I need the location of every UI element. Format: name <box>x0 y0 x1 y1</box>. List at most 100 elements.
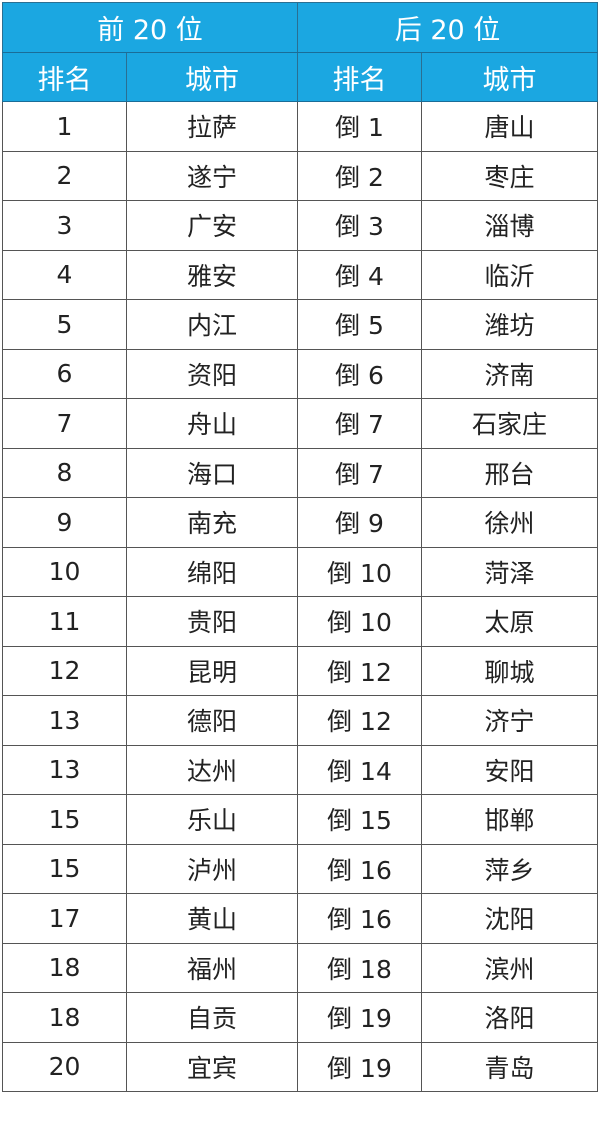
bottom-rank-cell: 倒 5 <box>297 299 422 350</box>
top-city-cell: 南充 <box>126 497 298 548</box>
top-rank-cell: 4 <box>2 249 127 300</box>
bottom-city-cell: 临沂 <box>421 249 598 300</box>
bottom-city-cell: 邢台 <box>421 447 598 498</box>
table-row: 4 雅安倒 4 临沂 <box>2 249 598 300</box>
bottom-city-cell: 邯郸 <box>421 794 598 845</box>
table-row: 1 拉萨倒 1 唐山 <box>2 101 598 152</box>
bottom-city-cell: 枣庄 <box>421 150 598 201</box>
table-row: 6 资阳倒 6 济南 <box>2 348 598 399</box>
top-rank-cell: 10 <box>2 546 127 597</box>
top-city-cell: 舟山 <box>126 398 298 449</box>
top-rank-cell: 1 <box>2 101 127 152</box>
bottom-city-cell: 洛阳 <box>421 992 598 1043</box>
top-city-cell: 黄山 <box>126 893 298 944</box>
bottom-city-cell: 沈阳 <box>421 893 598 944</box>
top-city-cell: 遂宁 <box>126 150 298 201</box>
top-rank-cell: 20 <box>2 1041 127 1092</box>
bottom-rank-cell: 倒 16 <box>297 843 422 894</box>
top-rank-cell: 18 <box>2 942 127 993</box>
top-city-cell: 乐山 <box>126 794 298 845</box>
top-city-cell: 福州 <box>126 942 298 993</box>
bottom-rank-cell: 倒 6 <box>297 348 422 399</box>
bottom-city-cell: 萍乡 <box>421 843 598 894</box>
table-row: 15 泸州倒 16 萍乡 <box>2 843 598 894</box>
top-city-cell: 德阳 <box>126 695 298 746</box>
bottom-city-cell: 安阳 <box>421 744 598 795</box>
table-row: 15 乐山倒 15 邯郸 <box>2 794 598 845</box>
bottom-city-cell: 太原 <box>421 596 598 647</box>
top-city-cell: 达州 <box>126 744 298 795</box>
bottom-city-cell: 唐山 <box>421 101 598 152</box>
table-row: 20 宜宾倒 19 青岛 <box>2 1041 598 1092</box>
bottom-rank-cell: 倒 4 <box>297 249 422 300</box>
table-row: 18 福州倒 18 滨州 <box>2 942 598 993</box>
bottom-city-cell: 菏泽 <box>421 546 598 597</box>
bottom-city-cell: 石家庄 <box>421 398 598 449</box>
top-city-cell: 雅安 <box>126 249 298 300</box>
bottom-city-cell: 济南 <box>421 348 598 399</box>
group-header-row: 前 20 位 后 20 位 <box>2 2 598 53</box>
bottom-rank-header: 排名 <box>297 52 422 102</box>
top-city-cell: 绵阳 <box>126 546 298 597</box>
table-row: 5 内江倒 5 潍坊 <box>2 299 598 350</box>
table-row: 10 绵阳倒 10 菏泽 <box>2 546 598 597</box>
table-row: 13 德阳倒 12 济宁 <box>2 695 598 746</box>
top-city-cell: 广安 <box>126 200 298 251</box>
top-rank-cell: 8 <box>2 447 127 498</box>
top-city-cell: 泸州 <box>126 843 298 894</box>
top-city-cell: 拉萨 <box>126 101 298 152</box>
top-city-cell: 昆明 <box>126 645 298 696</box>
top-rank-cell: 9 <box>2 497 127 548</box>
top-city-header: 城市 <box>126 52 298 102</box>
bottom-city-cell: 济宁 <box>421 695 598 746</box>
table-row: 11 贵阳倒 10 太原 <box>2 596 598 647</box>
top-rank-cell: 13 <box>2 744 127 795</box>
top-city-cell: 海口 <box>126 447 298 498</box>
top-rank-cell: 11 <box>2 596 127 647</box>
table-row: 12 昆明倒 12 聊城 <box>2 645 598 696</box>
top-rank-cell: 12 <box>2 645 127 696</box>
bottom-city-cell: 淄博 <box>421 200 598 251</box>
bottom-rank-cell: 倒 14 <box>297 744 422 795</box>
table-row: 3 广安倒 3 淄博 <box>2 200 598 251</box>
top-rank-cell: 6 <box>2 348 127 399</box>
table-row: 2 遂宁倒 2 枣庄 <box>2 150 598 201</box>
bottom-city-cell: 徐州 <box>421 497 598 548</box>
column-header-row: 排名 城市 排名 城市 <box>2 52 598 102</box>
top-rank-cell: 3 <box>2 200 127 251</box>
bottom-rank-cell: 倒 3 <box>297 200 422 251</box>
bottom-city-header: 城市 <box>421 52 598 102</box>
bottom-rank-cell: 倒 2 <box>297 150 422 201</box>
bottom-rank-cell: 倒 10 <box>297 596 422 647</box>
bottom-rank-cell: 倒 7 <box>297 447 422 498</box>
bottom-rank-cell: 倒 1 <box>297 101 422 152</box>
top-city-cell: 内江 <box>126 299 298 350</box>
top-city-cell: 宜宾 <box>126 1041 298 1092</box>
bottom-20-header: 后 20 位 <box>297 2 598 53</box>
city-ranking-table: 前 20 位 后 20 位 排名 城市 排名 城市 1 拉萨倒 1 唐山 2 遂宁倒 2… <box>2 2 598 1092</box>
bottom-rank-cell: 倒 9 <box>297 497 422 548</box>
bottom-city-cell: 青岛 <box>421 1041 598 1092</box>
bottom-city-cell: 潍坊 <box>421 299 598 350</box>
bottom-rank-cell: 倒 7 <box>297 398 422 449</box>
top-rank-cell: 2 <box>2 150 127 201</box>
bottom-rank-cell: 倒 10 <box>297 546 422 597</box>
top-rank-cell: 7 <box>2 398 127 449</box>
top-rank-cell: 15 <box>2 843 127 894</box>
bottom-rank-cell: 倒 15 <box>297 794 422 845</box>
table-row: 7 舟山倒 7 石家庄 <box>2 398 598 449</box>
top-rank-cell: 18 <box>2 992 127 1043</box>
top-rank-header: 排名 <box>2 52 127 102</box>
bottom-rank-cell: 倒 16 <box>297 893 422 944</box>
bottom-rank-cell: 倒 12 <box>297 695 422 746</box>
table-row: 9 南充倒 9 徐州 <box>2 497 598 548</box>
top-rank-cell: 5 <box>2 299 127 350</box>
top-rank-cell: 15 <box>2 794 127 845</box>
top-city-cell: 自贡 <box>126 992 298 1043</box>
table-row: 18 自贡倒 19 洛阳 <box>2 992 598 1043</box>
bottom-rank-cell: 倒 19 <box>297 992 422 1043</box>
top-rank-cell: 13 <box>2 695 127 746</box>
bottom-rank-cell: 倒 12 <box>297 645 422 696</box>
top-city-cell: 贵阳 <box>126 596 298 647</box>
bottom-rank-cell: 倒 19 <box>297 1041 422 1092</box>
